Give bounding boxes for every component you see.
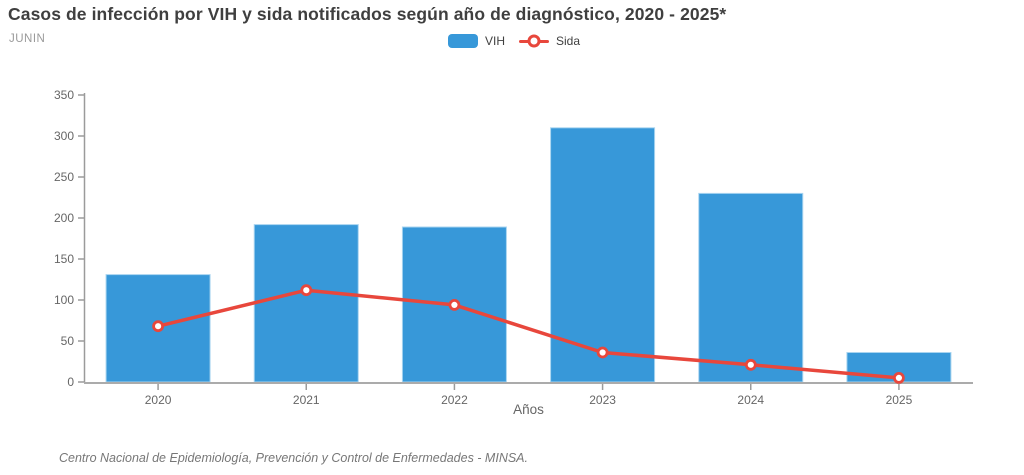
chart-title: Casos de infección por VIH y sida notifi…: [8, 4, 727, 24]
y-tick-label-300: 300: [54, 129, 74, 143]
legend: VIH Sida: [448, 34, 580, 48]
marker-sida-2022[interactable]: [448, 298, 461, 311]
x-tick-label-2022: 2022: [441, 393, 468, 407]
legend-vih-swatch-icon[interactable]: [448, 34, 478, 48]
bar-vih-2021[interactable]: [253, 224, 359, 383]
y-tick-label-50: 50: [61, 334, 75, 348]
line-sida: [156, 288, 901, 380]
marker-sida-2024[interactable]: [744, 358, 757, 371]
x-tick-label-2025: 2025: [886, 393, 913, 407]
y-tick-label-200: 200: [54, 211, 74, 225]
bar-vih-2024[interactable]: [698, 192, 804, 383]
marker-sida-2021[interactable]: [300, 284, 313, 297]
source-note: Centro Nacional de Epidemiología, Preven…: [59, 451, 528, 465]
x-tick-label-2020: 2020: [145, 393, 172, 407]
legend-vih-label[interactable]: VIH: [485, 34, 506, 48]
bar-vih-2023[interactable]: [550, 127, 656, 383]
x-axis-title: Años: [513, 402, 544, 417]
y-tick-label-150: 150: [54, 252, 74, 266]
x-tick-label-2021: 2021: [293, 393, 320, 407]
marker-sida-2023[interactable]: [596, 346, 609, 359]
y-tick-label-0: 0: [67, 375, 74, 389]
y-tick-label-250: 250: [54, 170, 74, 184]
y-tick-label-100: 100: [54, 293, 74, 307]
legend-sida-label[interactable]: Sida: [556, 34, 581, 48]
marker-sida-2025[interactable]: [893, 371, 905, 384]
y-tick-label-350: 350: [54, 88, 74, 102]
legend-sida-marker-icon[interactable]: [519, 34, 550, 48]
legend-dot-icon: [527, 34, 541, 48]
chart-subtitle: JUNIN: [9, 33, 46, 45]
x-tick-label-2024: 2024: [737, 393, 764, 407]
x-tick-label-2023: 2023: [589, 393, 616, 407]
marker-sida-2020[interactable]: [152, 320, 165, 333]
